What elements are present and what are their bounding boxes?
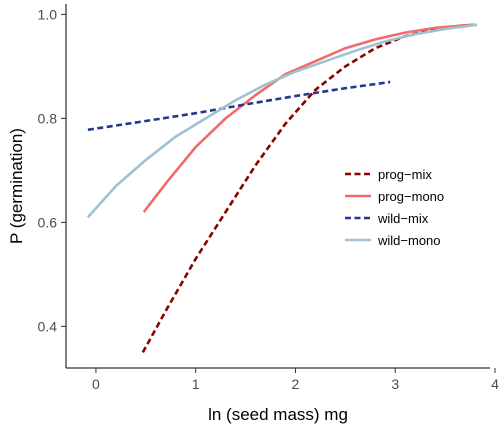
x-tick-label: 4: [491, 376, 499, 392]
x-axis-ticks: 0 1 2 3 4: [92, 368, 499, 392]
x-axis-title: ln (seed mass) mg: [208, 405, 348, 424]
x-tick-label: 2: [292, 376, 300, 392]
legend: prog−mix prog−mono wild−mix wild−mono: [345, 167, 444, 248]
legend-label: prog−mix: [378, 167, 432, 182]
x-tick-label: 1: [192, 376, 200, 392]
legend-label: wild−mix: [377, 211, 429, 226]
legend-label: prog−mono: [378, 189, 444, 204]
series-line-4: [86, 23, 478, 219]
y-axis-ticks: 0.4 0.6 0.8 1.0: [38, 6, 66, 334]
y-tick-label: 0.6: [38, 214, 58, 230]
y-tick-label: 0.8: [38, 110, 58, 126]
x-tick-label: 3: [391, 376, 399, 392]
y-tick-label: 0.4: [38, 318, 58, 334]
series-line-3: [87, 80, 391, 132]
x-tick-label: 0: [92, 376, 100, 392]
y-axis-title: P (germination): [7, 128, 26, 244]
plot-area: [86, 23, 478, 354]
series-line-2: [142, 23, 478, 213]
y-tick-label: 1.0: [38, 6, 58, 22]
legend-label: wild−mono: [377, 233, 441, 248]
